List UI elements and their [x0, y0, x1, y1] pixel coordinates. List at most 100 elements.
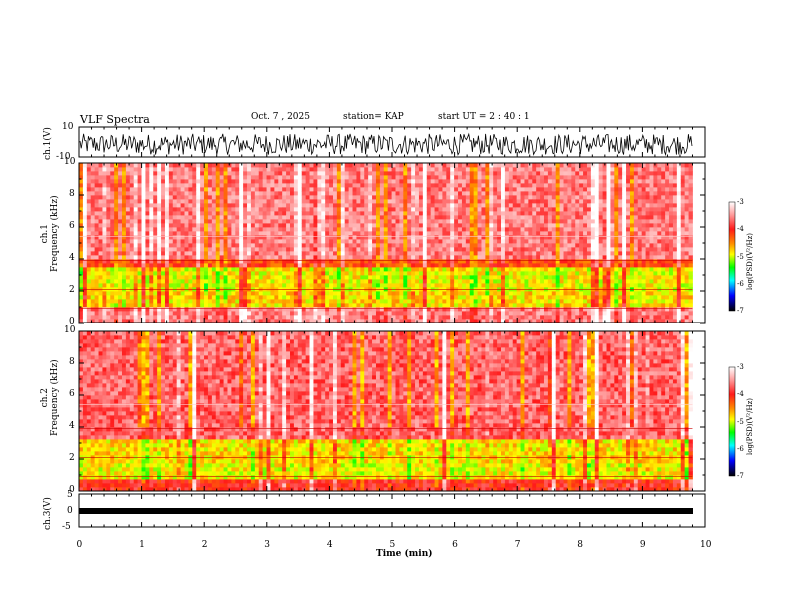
spectrogram-cell	[297, 259, 303, 264]
spectrogram-cell	[293, 295, 299, 300]
spectrogram-cell	[360, 259, 365, 264]
spectrogram-cell	[196, 223, 201, 228]
spectrogram-cell	[176, 291, 181, 296]
spectrogram-cell	[262, 299, 267, 304]
spectrogram-cell	[297, 243, 303, 248]
spectrogram-cell	[329, 167, 334, 172]
spectrogram-cell	[454, 175, 459, 180]
spectrogram-cell	[98, 299, 103, 304]
spectrogram-cell	[184, 163, 189, 168]
spectrogram-cell	[153, 247, 158, 252]
spectrogram-cell	[461, 191, 467, 196]
spectrogram-cell	[332, 267, 338, 272]
spectrogram-cell	[184, 251, 189, 256]
spectrogram-cell	[512, 275, 518, 280]
spectrogram-cell	[82, 179, 88, 184]
spectrogram-cell	[387, 207, 392, 212]
spectrogram-cell	[438, 271, 443, 276]
spectrogram-cell	[309, 195, 314, 200]
spectrogram-cell	[442, 167, 447, 172]
spectrogram-cell	[430, 315, 435, 320]
spectrogram-cell	[188, 243, 193, 248]
spectrogram-cell	[458, 215, 463, 220]
spectrogram-cell	[438, 235, 443, 240]
spectrogram-cell	[395, 167, 400, 172]
spectrogram-cell	[520, 171, 525, 176]
spectrogram-cell	[465, 175, 471, 180]
spectrogram-cell	[290, 223, 295, 228]
spectrogram-cell	[532, 291, 537, 296]
spectrogram-cell	[407, 303, 412, 308]
spectrogram-cell	[543, 295, 549, 300]
spectrogram-cell	[379, 183, 385, 188]
spectrogram-cell	[415, 263, 420, 268]
spectrogram-cell	[290, 231, 295, 236]
spectrogram-cell	[372, 215, 377, 220]
spectrogram-cell	[254, 203, 260, 208]
spectrogram-cell	[395, 163, 400, 168]
spectrogram-cell	[180, 203, 185, 208]
spectrogram-cell	[258, 199, 264, 204]
spectrogram-cell	[422, 191, 428, 196]
spectrogram-cell	[344, 163, 350, 168]
spectrogram-cell	[489, 195, 494, 200]
spectrogram-cell	[313, 247, 318, 252]
spectrogram-cell	[329, 307, 334, 312]
spectrogram-cell	[157, 235, 162, 240]
spectrogram-cell	[106, 303, 111, 308]
spectrogram-cell	[481, 279, 486, 284]
spectrogram-cell	[137, 235, 142, 240]
spectrogram-cell	[106, 187, 111, 192]
spectrogram-cell	[536, 171, 541, 176]
spectrogram-cell	[325, 259, 330, 264]
spectrogram-cell	[110, 223, 115, 228]
spectrogram-cell	[497, 179, 502, 184]
spectrogram-cell	[497, 231, 502, 236]
spectrogram-cell	[536, 223, 541, 228]
spectrogram-cell	[301, 227, 307, 232]
spectrogram-cell	[262, 167, 267, 172]
spectrogram-cell	[446, 187, 451, 192]
spectrogram-cell	[278, 251, 283, 256]
spectrogram-cell	[407, 271, 412, 276]
spectrogram-cell	[282, 315, 287, 320]
spectrogram-cell	[82, 231, 88, 236]
spectrogram-cell	[469, 235, 475, 240]
spectrogram-cell	[145, 255, 150, 260]
spectrogram-cell	[110, 235, 115, 240]
spectrogram-cell	[547, 259, 553, 264]
spectrogram-cell	[219, 195, 224, 200]
spectrogram-cell	[372, 187, 377, 192]
spectrogram-cell	[305, 223, 310, 228]
spectrogram-cell	[168, 187, 174, 192]
spectrogram-cell	[133, 319, 139, 324]
spectrogram-cell	[207, 259, 213, 264]
spectrogram-cell	[176, 207, 181, 212]
spectrogram-cell	[278, 307, 283, 312]
spectrogram-cell	[422, 235, 428, 240]
spectrogram-cell	[121, 231, 127, 236]
spectrogram-cell	[118, 259, 123, 264]
spectrogram-cell	[543, 275, 549, 280]
spectrogram-cell	[121, 299, 127, 304]
spectrogram-cell	[192, 231, 197, 236]
spectrogram-cell	[418, 191, 424, 196]
spectrogram-cell	[469, 259, 475, 264]
spectrogram-cell	[176, 311, 181, 316]
spectrogram-cell	[356, 243, 361, 248]
spectrogram-cell	[446, 255, 451, 260]
spectrogram-cell	[286, 315, 291, 320]
spectrogram-cell	[219, 223, 224, 228]
spectrogram-cell	[489, 315, 494, 320]
spectrogram-cell	[313, 251, 318, 256]
spectrogram-cell	[141, 207, 146, 212]
spectrogram-cell	[555, 255, 561, 260]
spectrogram-cell	[516, 291, 521, 296]
spectrogram-cell	[121, 267, 127, 272]
spectrogram-cell	[434, 187, 439, 192]
spectrogram-cell	[137, 255, 142, 260]
spectrogram-cell	[489, 311, 494, 316]
spectrogram-cell	[465, 243, 471, 248]
spectrogram-cell	[141, 183, 146, 188]
